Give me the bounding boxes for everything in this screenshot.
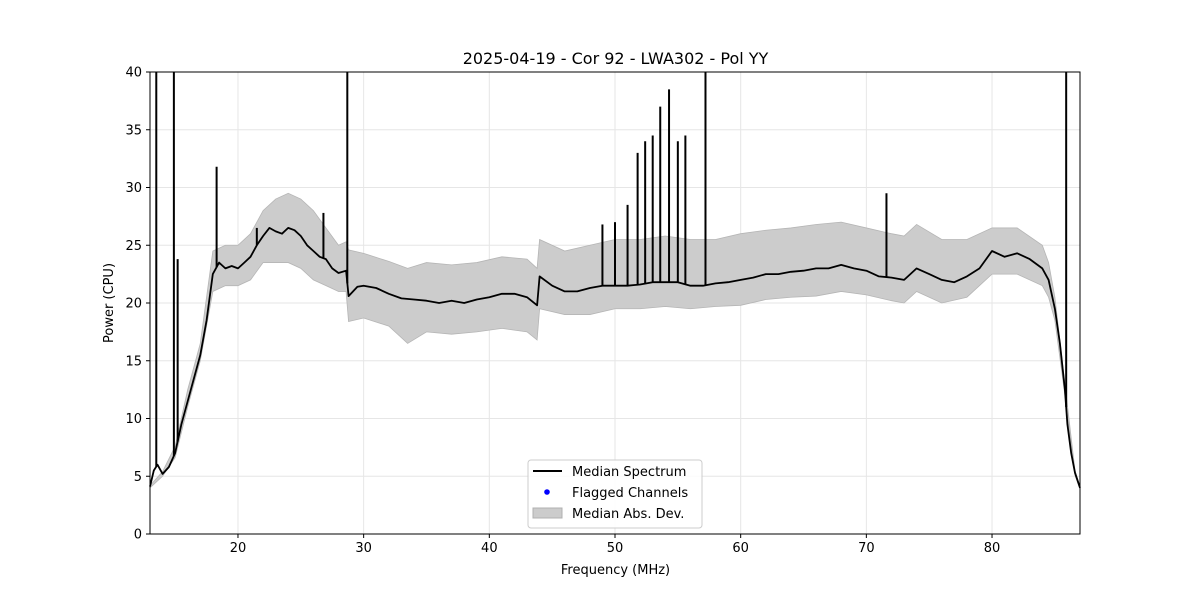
legend: Median Spectrum Flagged Channels Median … [527,459,703,529]
legend-mad-label: Median Abs. Dev. [572,507,684,522]
axis-ticks: 20 30 40 50 60 70 80 0 5 10 15 20 25 30 35 40 [125,66,1000,557]
median-spectrum-layer [149,72,1081,489]
legend-box [527,459,703,529]
y-tick-label: 10 [125,412,142,427]
y-tick-label: 40 [125,66,142,81]
x-tick-label: 70 [858,541,875,556]
legend-median-label: Median Spectrum [572,465,686,480]
legend-flagged-label: Flagged Channels [572,486,688,501]
y-tick-label: 20 [125,297,142,312]
y-tick-label: 35 [125,123,142,138]
x-tick-label: 30 [355,541,372,556]
x-tick-label: 20 [230,541,247,556]
chart-title: 2025-04-19 - Cor 92 - LWA302 - Pol YY [463,49,769,68]
x-axis-label: Frequency (MHz) [561,563,670,578]
y-tick-label: 15 [125,354,142,369]
x-tick-label: 50 [607,541,624,556]
x-tick-label: 40 [481,541,498,556]
legend-mad-swatch [532,507,563,519]
y-axis-label: Power (CPU) [102,263,117,343]
y-tick-label: 0 [134,528,142,543]
legend-flagged-swatch [544,489,550,495]
x-tick-label: 60 [732,541,749,556]
y-tick-label: 30 [125,181,142,196]
y-tick-label: 5 [134,470,142,485]
y-tick-label: 25 [125,239,142,254]
median-spectrum-line [149,227,1081,489]
x-tick-label: 80 [984,541,1001,556]
